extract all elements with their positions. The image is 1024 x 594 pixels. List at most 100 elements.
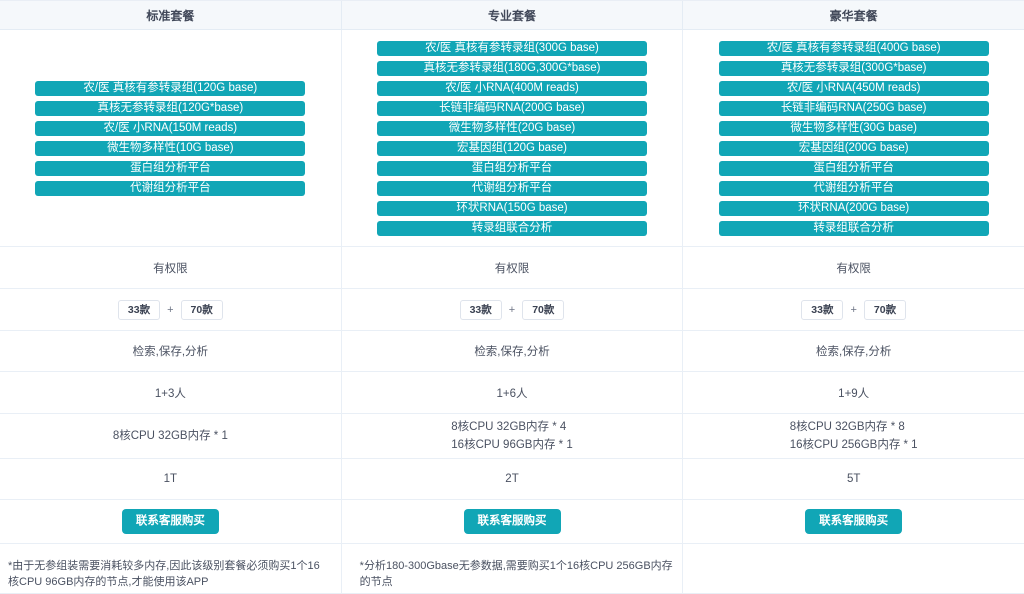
footnote-professional: *分析180-300Gbase无参数据,需要购买1个16核CPU 256GB内存…	[359, 560, 673, 588]
product-pill[interactable]: 宏基因组(120G base)	[377, 140, 647, 156]
product-pill[interactable]: 长链非编码RNA(200G base)	[377, 100, 647, 116]
cell-storage-standard: 1T	[0, 459, 342, 499]
product-list-professional: 农/医 真核有参转录组(300G base) 真核无参转录组(180G,300G*…	[377, 40, 647, 236]
node-spec-line: 8核CPU 32GB内存 * 8	[789, 421, 905, 433]
count-badge-secondary[interactable]: 70款	[522, 299, 565, 320]
count-badge-primary[interactable]: 33款	[117, 299, 161, 320]
cell-permission-standard: 有权限	[0, 247, 342, 288]
count-plus-symbol: +	[167, 303, 174, 316]
row-purchase-actions: 联系客服购买 联系客服购买 联系客服购买	[0, 500, 1024, 544]
row-footnotes: *由于无参组装需要消耗较多内存,因此该级别套餐必须购买1个16核CPU 96GB…	[0, 544, 1024, 593]
product-pill[interactable]: 农/医 真核有参转录组(120G base)	[35, 80, 306, 96]
product-pill[interactable]: 蛋白组分析平台	[377, 160, 647, 176]
cell-action-standard: 联系客服购买	[0, 500, 342, 543]
row-products: 农/医 真核有参转录组(120G base) 真核无参转录组(120G*base)…	[0, 30, 1024, 247]
product-pill[interactable]: 农/医 真核有参转录组(400G base)	[718, 40, 989, 56]
count-badge-secondary[interactable]: 70款	[180, 299, 223, 320]
product-pill[interactable]: 环状RNA(150G base)	[377, 200, 647, 216]
row-operations: 检索,保存,分析 检索,保存,分析 检索,保存,分析	[0, 331, 1024, 372]
storage-value: 2T	[505, 473, 519, 485]
members-value: 1+9人	[838, 387, 870, 400]
product-pill[interactable]: 微生物多样性(30G base)	[718, 120, 989, 136]
cell-products-deluxe: 农/医 真核有参转录组(400G base) 真核无参转录组(300G*base)…	[683, 30, 1024, 246]
row-compute-nodes: 8核CPU 32GB内存 * 1 8核CPU 32GB内存 * 4 16核CPU …	[0, 414, 1024, 459]
cell-permission-professional: 有权限	[342, 247, 684, 288]
product-pill[interactable]: 真核无参转录组(120G*base)	[35, 100, 306, 116]
product-pill[interactable]: 环状RNA(200G base)	[718, 200, 989, 216]
product-pill[interactable]: 转录组联合分析	[377, 220, 647, 236]
contact-support-purchase-button-professional[interactable]: 联系客服购买	[463, 509, 561, 534]
cell-footnote-deluxe	[683, 544, 1024, 593]
product-pill[interactable]: 微生物多样性(20G base)	[377, 120, 647, 136]
cell-nodes-standard: 8核CPU 32GB内存 * 1	[0, 414, 342, 458]
product-pill[interactable]: 宏基因组(200G base)	[718, 140, 989, 156]
product-pill[interactable]: 真核无参转录组(180G,300G*base)	[377, 60, 647, 76]
cell-footnote-professional: *分析180-300Gbase无参数据,需要购买1个16核CPU 256GB内存…	[342, 544, 684, 593]
cell-counts-professional: 33款 + 70款	[342, 289, 684, 330]
product-pill[interactable]: 真核无参转录组(300G*base)	[718, 60, 989, 76]
product-pill[interactable]: 代谢组分析平台	[718, 180, 989, 196]
row-storage: 1T 2T 5T	[0, 459, 1024, 500]
product-pill[interactable]: 农/医 小RNA(450M reads)	[718, 80, 989, 96]
count-plus-symbol: +	[508, 303, 516, 316]
storage-value: 1T	[163, 473, 178, 485]
cell-nodes-professional: 8核CPU 32GB内存 * 4 16核CPU 96GB内存 * 1	[342, 414, 684, 458]
product-pill[interactable]: 蛋白组分析平台	[718, 160, 989, 176]
count-plus-symbol: +	[850, 303, 857, 316]
cell-nodes-deluxe: 8核CPU 32GB内存 * 8 16核CPU 256GB内存 * 1	[683, 414, 1024, 458]
count-badge-primary[interactable]: 33款	[459, 299, 502, 320]
contact-support-purchase-button-standard[interactable]: 联系客服购买	[121, 509, 219, 534]
cell-products-professional: 农/医 真核有参转录组(300G base) 真核无参转录组(180G,300G*…	[342, 30, 684, 246]
product-list-deluxe: 农/医 真核有参转录组(400G base) 真核无参转录组(300G*base)…	[718, 40, 989, 236]
cell-action-professional: 联系客服购买	[342, 500, 684, 543]
plan-header-professional: 专业套餐	[342, 1, 684, 29]
node-spec-line: 16核CPU 256GB内存 * 1	[789, 439, 918, 451]
count-group: 33款 + 70款	[117, 299, 223, 320]
row-counts: 33款 + 70款 33款 + 70款 33款 + 70款	[0, 289, 1024, 331]
cell-members-professional: 1+6人	[342, 372, 684, 413]
plan-header-standard: 标准套餐	[0, 1, 342, 29]
product-pill[interactable]: 农/医 真核有参转录组(300G base)	[377, 40, 647, 56]
contact-support-purchase-button-deluxe[interactable]: 联系客服购买	[805, 509, 903, 534]
product-pill[interactable]: 蛋白组分析平台	[35, 160, 306, 176]
node-spec-list-professional: 8核CPU 32GB内存 * 4 16核CPU 96GB内存 * 1	[451, 418, 572, 454]
node-spec-line: 16核CPU 96GB内存 * 1	[451, 439, 573, 451]
node-spec-line: 8核CPU 32GB内存 * 1	[112, 430, 228, 442]
count-group: 33款 + 70款	[801, 299, 907, 320]
cell-footnote-standard: *由于无参组装需要消耗较多内存,因此该级别套餐必须购买1个16核CPU 96GB…	[0, 544, 342, 593]
cell-permission-deluxe: 有权限	[683, 247, 1024, 288]
product-pill[interactable]: 代谢组分析平台	[35, 180, 306, 196]
cell-operations-standard: 检索,保存,分析	[0, 331, 342, 371]
cell-members-standard: 1+3人	[0, 372, 342, 413]
cell-members-deluxe: 1+9人	[683, 372, 1024, 413]
permission-value: 有权限	[494, 262, 530, 275]
operations-value: 检索,保存,分析	[815, 346, 892, 358]
count-badge-secondary[interactable]: 70款	[863, 299, 907, 320]
plan-header-deluxe: 豪华套餐	[683, 1, 1024, 29]
row-permission: 有权限 有权限 有权限	[0, 247, 1024, 289]
row-members: 1+3人 1+6人 1+9人	[0, 372, 1024, 414]
operations-value: 检索,保存,分析	[474, 346, 550, 358]
cell-counts-standard: 33款 + 70款	[0, 289, 342, 330]
product-pill[interactable]: 微生物多样性(10G base)	[35, 140, 306, 156]
node-spec-list-deluxe: 8核CPU 32GB内存 * 8 16核CPU 256GB内存 * 1	[790, 418, 918, 454]
product-pill[interactable]: 农/医 小RNA(150M reads)	[35, 120, 306, 136]
product-pill[interactable]: 转录组联合分析	[718, 220, 989, 236]
members-value: 1+3人	[154, 387, 186, 400]
cell-products-standard: 农/医 真核有参转录组(120G base) 真核无参转录组(120G*base)…	[0, 30, 342, 246]
footnote-standard: *由于无参组装需要消耗较多内存,因此该级别套餐必须购买1个16核CPU 96GB…	[8, 560, 320, 588]
cell-operations-deluxe: 检索,保存,分析	[683, 331, 1024, 371]
plan-title-standard: 标准套餐	[146, 8, 195, 23]
count-badge-primary[interactable]: 33款	[801, 299, 844, 320]
permission-value: 有权限	[836, 262, 871, 275]
node-spec-list-standard: 8核CPU 32GB内存 * 1	[113, 427, 228, 445]
product-pill[interactable]: 长链非编码RNA(250G base)	[718, 100, 989, 116]
count-group: 33款 + 70款	[459, 299, 565, 320]
cell-storage-deluxe: 5T	[683, 459, 1024, 499]
product-pill[interactable]: 农/医 小RNA(400M reads)	[377, 80, 647, 96]
plan-title-professional: 专业套餐	[488, 8, 537, 23]
node-spec-line: 8核CPU 32GB内存 * 4	[451, 421, 567, 433]
cell-counts-deluxe: 33款 + 70款	[683, 289, 1024, 330]
product-pill[interactable]: 代谢组分析平台	[377, 180, 647, 196]
